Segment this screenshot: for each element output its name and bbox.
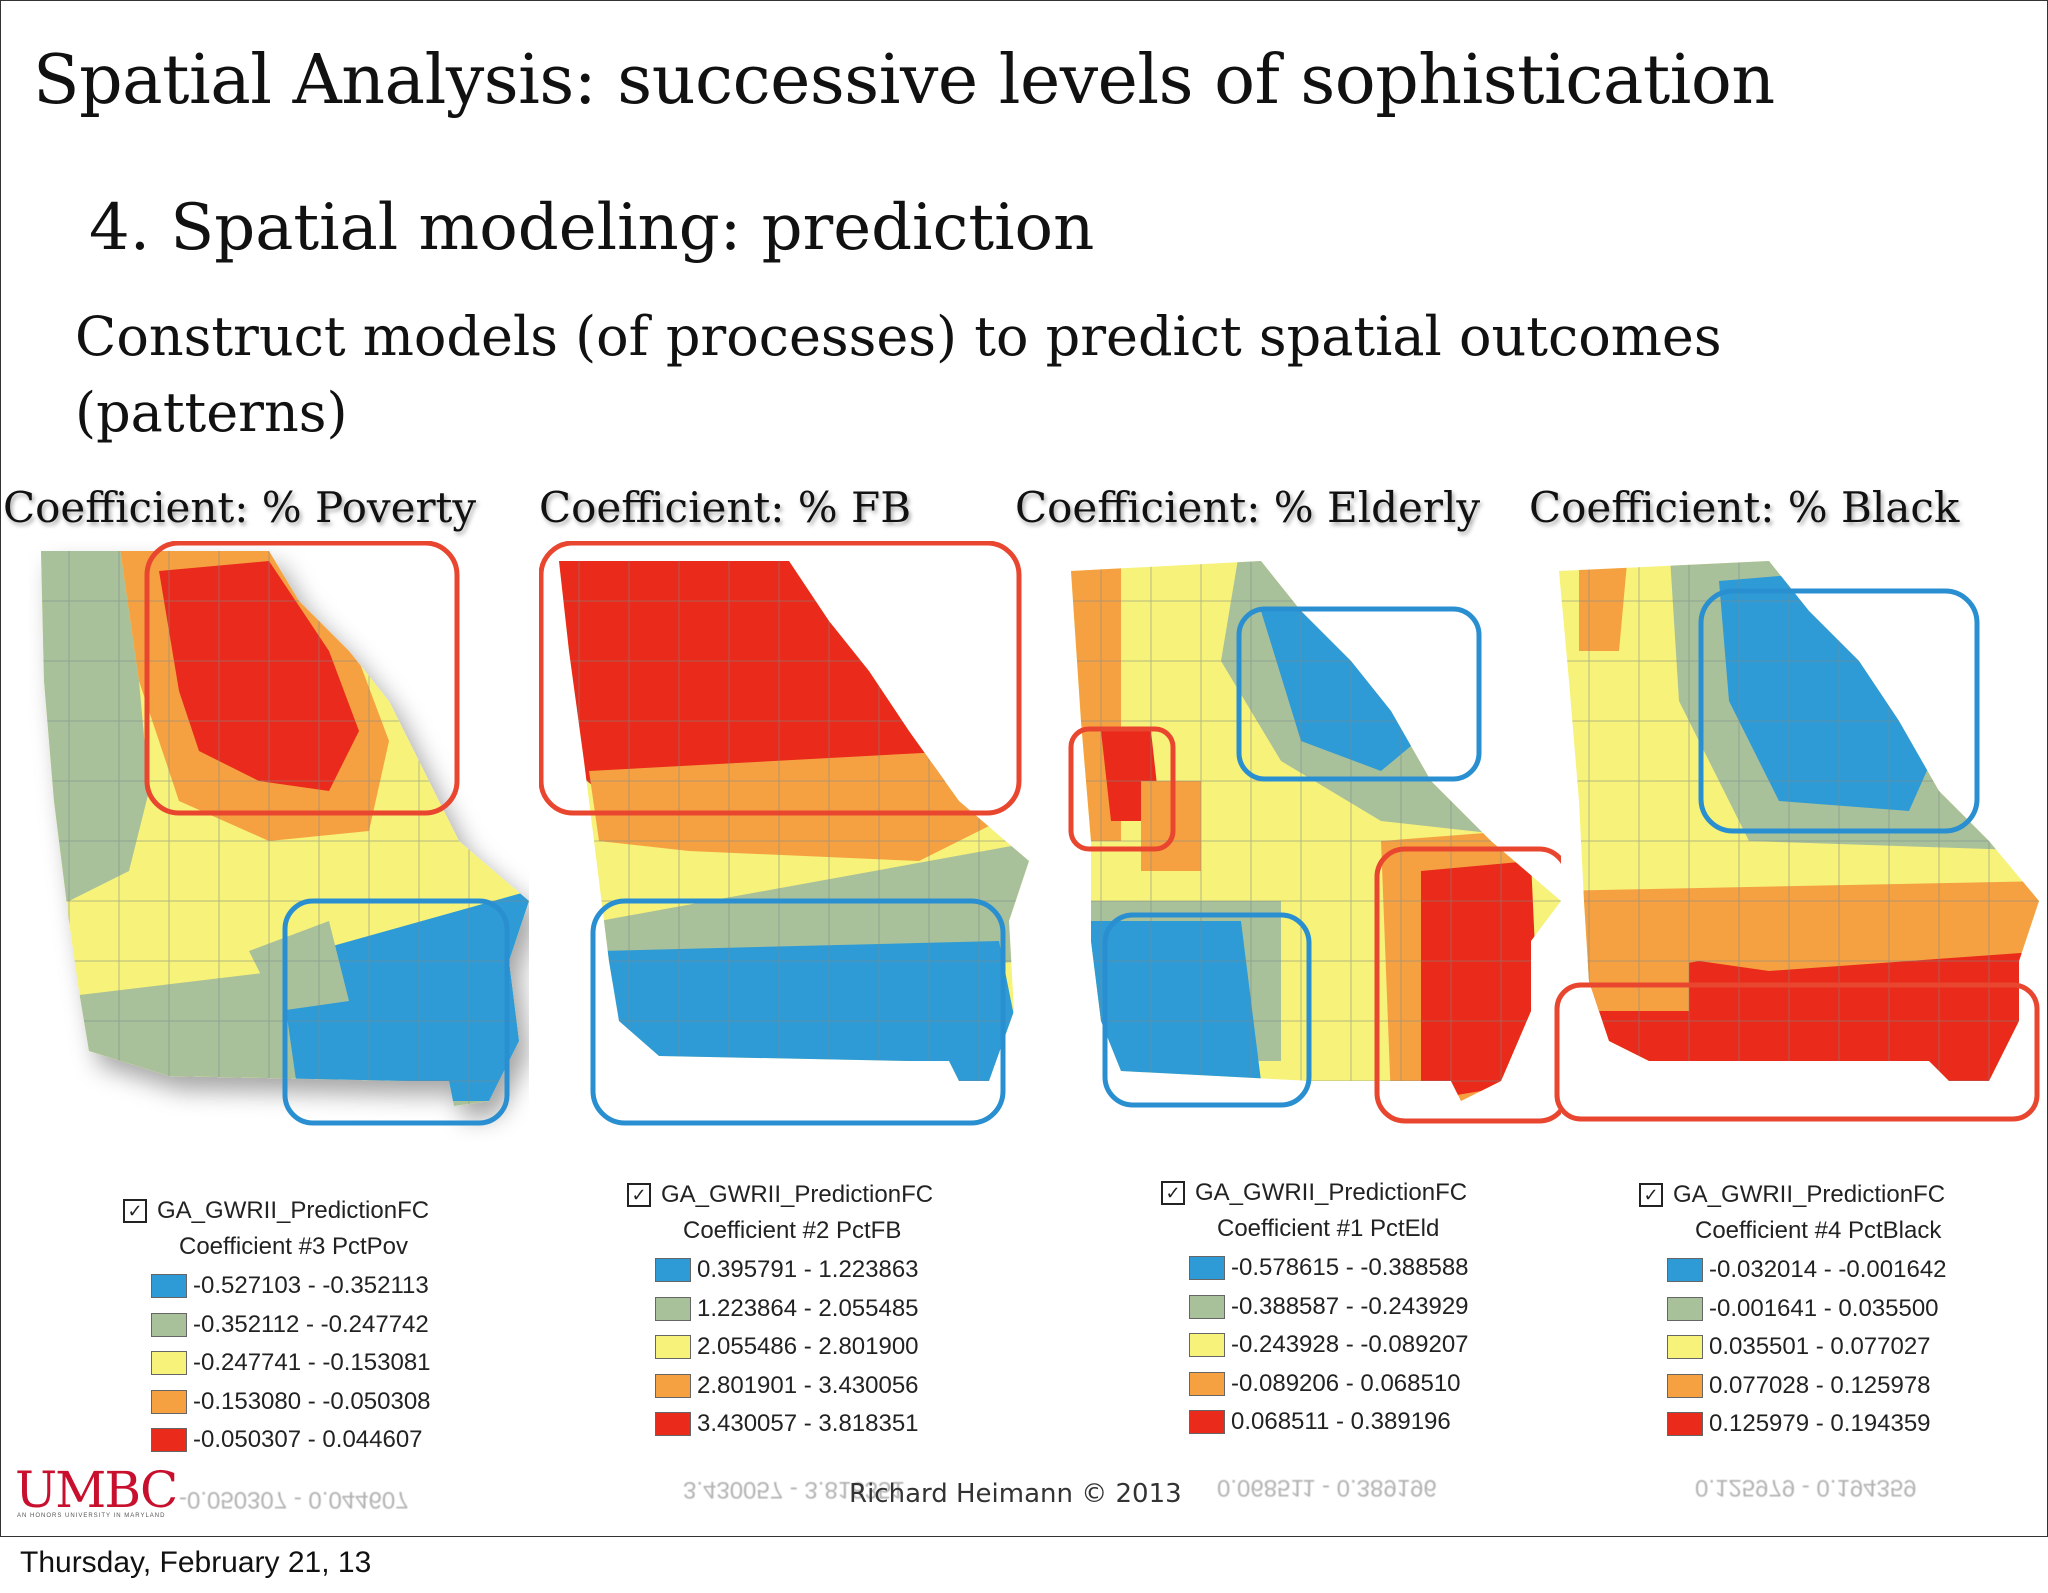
umbc-tagline: AN HONORS UNIVERSITY IN MARYLAND <box>17 1513 166 1519</box>
coefficient-name: Coefficient #4 PctBlack <box>1695 1217 1942 1244</box>
panel-heading-black: Coefficient: % Black <box>1529 483 1960 532</box>
legend-class: 0.068511 - 0.389196 <box>1189 1403 1469 1442</box>
map-poverty <box>41 541 529 1126</box>
map-elderly <box>1068 561 1561 1124</box>
layer-checkbox[interactable]: ✓ <box>1161 1181 1185 1205</box>
legend-elderly: ✓ GA_GWRII_PredictionFC Coefficient #1 Pc… <box>1161 1179 1469 1442</box>
legend-fb: ✓ GA_GWRII_PredictionFC Coefficient #2 Pc… <box>627 1181 933 1444</box>
footer-date: Thursday, February 21, 13 <box>20 1546 372 1579</box>
legend-class: -0.089206 - 0.068510 <box>1189 1365 1469 1404</box>
legend-range: -0.153080 - -0.050308 <box>193 1387 431 1415</box>
legend-swatch <box>1189 1410 1225 1435</box>
panel-heading-elderly: Coefficient: % Elderly <box>1015 483 1481 532</box>
legend-range: 1.223864 - 2.055485 <box>697 1294 919 1322</box>
legend-range: -0.388587 - -0.243929 <box>1231 1292 1469 1320</box>
legend-class: -0.527103 - -0.352113 <box>151 1267 431 1306</box>
legend-range: -0.050307 - 0.044607 <box>193 1426 423 1454</box>
legend-reflection: -0.050307 - 0.044607 <box>151 1471 409 1513</box>
legend-range: 2.055486 - 2.801900 <box>697 1333 919 1361</box>
legend-class: -0.032014 - -0.001642 <box>1667 1251 1947 1290</box>
slide-description: Construct models (of processes) to predi… <box>75 305 1722 444</box>
legend-swatch <box>1189 1333 1225 1358</box>
legend-class: -0.153080 - -0.050308 <box>151 1383 431 1422</box>
legend-class: -0.247741 - -0.153081 <box>151 1344 431 1383</box>
layer-checkbox[interactable]: ✓ <box>123 1199 147 1223</box>
umbc-logo: UMBC <box>15 1461 178 1519</box>
legend-swatch <box>151 1274 187 1299</box>
legend-class: 0.125979 - 0.194359 <box>1667 1405 1947 1444</box>
legend-range: -0.243928 - -0.089207 <box>1231 1331 1469 1359</box>
legend-range: -0.032014 - -0.001642 <box>1709 1256 1947 1284</box>
legend-swatch <box>1189 1371 1225 1396</box>
map-black <box>1554 561 2040 1122</box>
legend-class: -0.243928 - -0.089207 <box>1189 1326 1469 1365</box>
reflection-text: 0.125979 - 0.194359 <box>1695 1474 1917 1501</box>
legend-class: 1.223864 - 2.055485 <box>655 1290 933 1329</box>
slide-subtitle: 4. Spatial modeling: prediction <box>89 191 1095 265</box>
legend-range: -0.578615 - -0.388588 <box>1231 1254 1469 1282</box>
legend-class: 2.801901 - 3.430056 <box>655 1367 933 1406</box>
legend-range: 0.077028 - 0.125978 <box>1709 1371 1931 1399</box>
legend-swatch <box>151 1312 187 1337</box>
legend-swatch <box>655 1373 691 1398</box>
legend-range: -0.352112 - -0.247742 <box>193 1310 429 1338</box>
layer-name: GA_GWRII_PredictionFC <box>157 1197 430 1224</box>
legend-poverty: ✓ GA_GWRII_PredictionFC Coefficient #3 Pc… <box>123 1197 431 1460</box>
layer-name: GA_GWRII_PredictionFC <box>1673 1181 1946 1208</box>
legend-range: 0.125979 - 0.194359 <box>1709 1410 1931 1438</box>
legend-class: -0.578615 - -0.388588 <box>1189 1249 1469 1288</box>
layer-checkbox[interactable]: ✓ <box>627 1183 651 1207</box>
coefficient-name: Coefficient #1 PctEld <box>1217 1215 1440 1242</box>
legend-range: 2.801901 - 3.430056 <box>697 1371 919 1399</box>
legend-range: 0.068511 - 0.389196 <box>1231 1408 1451 1436</box>
legend-swatch <box>1667 1373 1703 1398</box>
legend-class: 3.430057 - 3.818351 <box>655 1405 933 1444</box>
legend-swatch <box>1667 1296 1703 1321</box>
coefficient-name: Coefficient #2 PctFB <box>683 1217 902 1244</box>
legend-swatch <box>1667 1258 1703 1283</box>
legend-range: 3.430057 - 3.818351 <box>697 1410 919 1438</box>
credit-text: Richard Heimann © 2013 <box>849 1479 1182 1509</box>
legend-swatch <box>1189 1294 1225 1319</box>
legend-class: 2.055486 - 2.801900 <box>655 1328 933 1367</box>
legend-swatch <box>151 1351 187 1376</box>
slide-title: Spatial Analysis: successive levels of s… <box>33 41 1775 120</box>
legend-swatch <box>1667 1335 1703 1360</box>
slide: Spatial Analysis: successive levels of s… <box>0 0 2048 1537</box>
map-fb <box>539 541 1029 1126</box>
panel-heading-fb: Coefficient: % FB <box>539 483 912 532</box>
legend-reflection: 0.068511 - 0.389196 <box>1189 1459 1437 1501</box>
legend-swatch <box>655 1335 691 1360</box>
layer-name: GA_GWRII_PredictionFC <box>661 1181 934 1208</box>
legend-swatch <box>151 1428 187 1453</box>
coefficient-name: Coefficient #3 PctPov <box>179 1233 409 1260</box>
legend-range: 0.035501 - 0.077027 <box>1709 1333 1931 1361</box>
panel-heading-poverty: Coefficient: % Poverty <box>3 483 477 532</box>
legend-range: -0.527103 - -0.352113 <box>193 1272 429 1300</box>
legend-swatch <box>655 1412 691 1437</box>
legend-reflection: 0.125979 - 0.194359 <box>1667 1459 1917 1501</box>
legend-class: 0.035501 - 0.077027 <box>1667 1328 1947 1367</box>
legend-range: -0.089206 - 0.068510 <box>1231 1369 1461 1397</box>
legend-swatch <box>151 1389 187 1414</box>
legend-range: -0.001641 - 0.035500 <box>1709 1294 1939 1322</box>
legend-swatch <box>655 1296 691 1321</box>
legend-class: -0.001641 - 0.035500 <box>1667 1290 1947 1329</box>
legend-class: -0.050307 - 0.044607 <box>151 1421 431 1460</box>
legend-range: 0.395791 - 1.223863 <box>697 1256 919 1284</box>
reflection-text: -0.050307 - 0.044607 <box>179 1486 409 1513</box>
layer-checkbox[interactable]: ✓ <box>1639 1183 1663 1207</box>
legend-class: 0.395791 - 1.223863 <box>655 1251 933 1290</box>
legend-black: ✓ GA_GWRII_PredictionFC Coefficient #4 Pc… <box>1639 1181 1947 1444</box>
reflection-text: 0.068511 - 0.389196 <box>1217 1474 1437 1501</box>
legend-class: -0.388587 - -0.243929 <box>1189 1288 1469 1327</box>
legend-swatch <box>1667 1412 1703 1437</box>
legend-swatch <box>1189 1256 1225 1281</box>
legend-class: -0.352112 - -0.247742 <box>151 1306 431 1345</box>
legend-range: -0.247741 - -0.153081 <box>193 1349 431 1377</box>
legend-swatch <box>655 1258 691 1283</box>
legend-class: 0.077028 - 0.125978 <box>1667 1367 1947 1406</box>
layer-name: GA_GWRII_PredictionFC <box>1195 1179 1468 1206</box>
